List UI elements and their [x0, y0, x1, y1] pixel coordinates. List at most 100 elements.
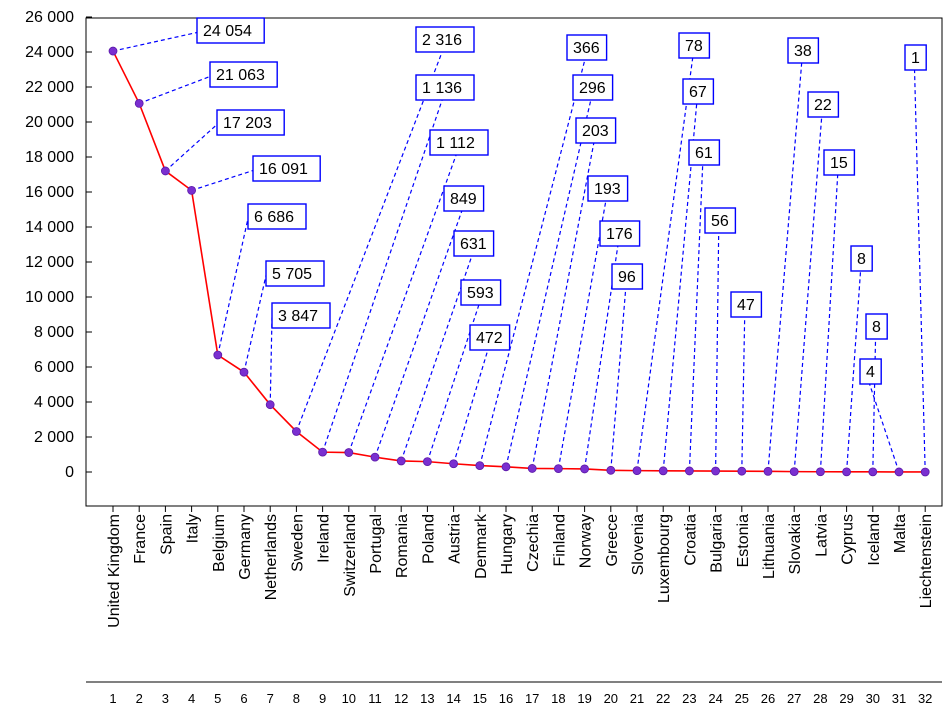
- data-point: [449, 459, 459, 469]
- data-point: [658, 466, 668, 476]
- data-label: 4: [866, 364, 875, 381]
- data-point: [344, 448, 354, 457]
- data-label: 3 847: [278, 308, 318, 325]
- data-label: 1 136: [422, 80, 462, 97]
- data-point: [894, 467, 904, 477]
- data-point: [108, 46, 118, 56]
- label-leader: [767, 62, 803, 472]
- data-point: [789, 467, 799, 477]
- index-label: 20: [604, 691, 618, 706]
- index-label: 14: [446, 691, 460, 706]
- index-label: 23: [682, 691, 696, 706]
- data-point: [318, 447, 328, 457]
- category-label: Sweden: [289, 514, 306, 572]
- data-label-box: [453, 230, 495, 257]
- data-point: [816, 467, 825, 477]
- label-leader: [819, 174, 839, 472]
- data-point: [291, 427, 301, 436]
- category-label: Germany: [237, 514, 254, 580]
- category-label: Finland: [551, 514, 568, 566]
- data-labels: 24 054 21 063 17 203 16 091 6 686 5 705 3 847 2…: [196, 17, 927, 385]
- y-tick-label: 0: [65, 464, 74, 481]
- data-point: [606, 465, 616, 475]
- label-leader: [400, 255, 473, 462]
- data-label-box: [865, 313, 888, 340]
- category-label: Spain: [158, 514, 175, 555]
- label-leader: [112, 31, 198, 52]
- label-leader: [164, 124, 218, 172]
- data-label: 8: [857, 251, 866, 268]
- data-point: [868, 467, 878, 477]
- data-label: 38: [794, 43, 812, 60]
- y-tick-label: 22 000: [25, 79, 74, 96]
- data-label-box: [247, 203, 307, 230]
- data-point: [239, 367, 249, 377]
- data-point: [580, 464, 589, 474]
- data-label-box: [599, 220, 641, 247]
- category-label: Austria: [447, 514, 464, 564]
- label-leader: [793, 116, 823, 472]
- label-leader: [531, 142, 595, 469]
- index-label: 4: [188, 691, 195, 706]
- data-label: 366: [573, 40, 600, 57]
- index-label: 13: [420, 691, 434, 706]
- category-label: Czechia: [525, 514, 542, 572]
- index-label: 26: [761, 691, 775, 706]
- category-label: Poland: [420, 514, 437, 564]
- label-leader: [269, 317, 273, 405]
- index-label: 18: [551, 691, 565, 706]
- data-label: 16 091: [259, 161, 308, 178]
- data-label-box: [265, 260, 325, 287]
- index-label: 8: [293, 691, 300, 706]
- data-label: 56: [711, 213, 729, 230]
- index-label: 25: [735, 691, 749, 706]
- category-label: Slovakia: [787, 514, 804, 575]
- category-label: Italy: [185, 514, 202, 543]
- data-point: [554, 464, 563, 474]
- data-point: [711, 466, 720, 476]
- data-label-box: [678, 32, 711, 59]
- category-label: Norway: [578, 514, 595, 568]
- data-label: 6 686: [254, 209, 294, 226]
- label-leaders: [112, 31, 926, 473]
- data-label: 1: [911, 50, 920, 67]
- category-label: Liechtenstein: [918, 514, 935, 608]
- data-label: 2 316: [422, 32, 462, 49]
- data-label-box: [252, 155, 321, 182]
- label-leader: [217, 218, 249, 356]
- data-point: [160, 166, 170, 176]
- data-label-box: [688, 139, 721, 166]
- data-label-box: [271, 302, 331, 329]
- data-label-box: [415, 74, 475, 101]
- label-leader: [688, 164, 704, 471]
- data-label-box: [904, 44, 927, 71]
- data-label-box: [611, 263, 644, 290]
- y-tick-label: 24 000: [25, 44, 74, 61]
- y-tick-label: 16 000: [25, 184, 74, 201]
- category-label: Portugal: [368, 514, 385, 574]
- category-label: Switzerland: [342, 514, 359, 597]
- category-label: Ireland: [316, 514, 333, 563]
- data-label: 5 705: [272, 266, 312, 283]
- index-label: 32: [918, 691, 932, 706]
- category-label: Luxembourg: [656, 514, 673, 603]
- label-leader: [636, 57, 694, 471]
- category-label: Lithuania: [761, 514, 778, 579]
- y-tick-label: 8 000: [34, 324, 74, 341]
- label-leader: [846, 270, 862, 472]
- category-label: Iceland: [866, 514, 883, 566]
- y-tick-label: 12 000: [25, 254, 74, 271]
- data-label: 96: [618, 269, 636, 286]
- category-label: United Kingdom: [106, 514, 123, 628]
- label-leader: [610, 288, 627, 471]
- category-label: Estonia: [735, 514, 752, 567]
- label-leader: [348, 154, 457, 453]
- data-label-box: [587, 175, 629, 202]
- index-label: 12: [394, 691, 408, 706]
- category-label: Latvia: [813, 514, 830, 557]
- data-label: 24 054: [203, 23, 252, 40]
- data-label: 593: [467, 285, 494, 302]
- y-tick-label: 26 000: [25, 9, 74, 26]
- data-label: 21 063: [216, 67, 265, 84]
- data-point: [763, 466, 773, 476]
